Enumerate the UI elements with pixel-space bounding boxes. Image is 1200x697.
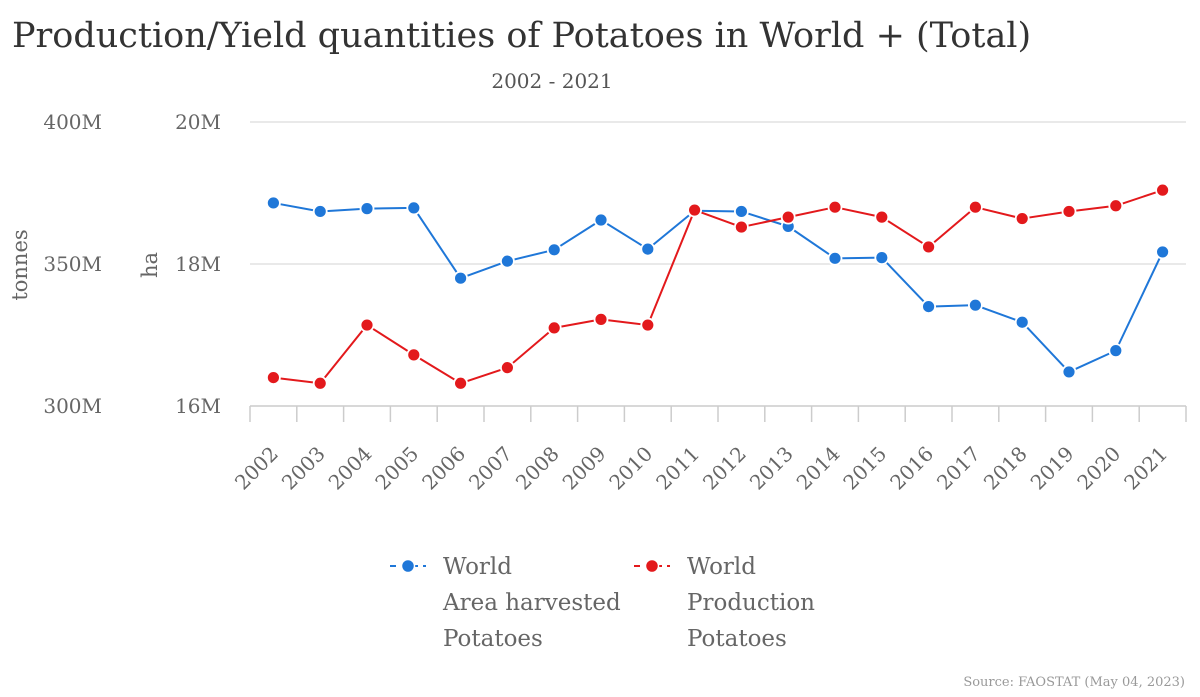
data-point[interactable] [499,253,515,269]
data-point[interactable] [687,202,702,218]
x-tick-label: 2016 [885,442,938,495]
data-point[interactable] [968,199,983,215]
series-1 [265,195,1170,380]
y-tick-label-tonnes: 300M [43,394,102,418]
data-point[interactable] [968,297,983,313]
data-point[interactable] [1014,314,1030,330]
data-point[interactable] [640,317,656,333]
data-point[interactable] [265,195,281,211]
series-line [273,189,1163,385]
legend-label: World [687,554,756,580]
data-point[interactable] [406,347,422,363]
y-axis-title-tonnes: tonnes [8,229,32,300]
data-point[interactable] [593,311,609,327]
legend-item-1[interactable]: World Area harvested Potatoes [390,554,621,652]
x-tick-label: 2002 [230,442,283,495]
data-point[interactable] [874,209,890,225]
y-tick-label-ha: 20M [175,110,221,134]
data-point[interactable] [1061,204,1077,219]
x-tick-label: 2004 [324,442,377,495]
legend: World Area harvested Potatoes World Producti… [390,554,815,652]
data-point[interactable] [499,360,515,376]
legend-label: Production [687,590,815,616]
legend-label: World [443,554,512,580]
x-tick-label: 2015 [838,442,891,495]
data-point[interactable] [1061,364,1077,380]
data-point[interactable] [1108,343,1124,359]
y-tick-label-tonnes: 350M [43,252,102,276]
y-axis-title-ha: ha [138,252,162,278]
series-2 [265,182,1170,391]
legend-marker [400,558,416,574]
gridlines [250,121,1186,407]
x-tick-label: 2020 [1072,442,1125,495]
data-point[interactable] [312,204,328,219]
data-point[interactable] [359,317,375,333]
y-axis-tonnes: 300M 350M 400M [43,110,102,418]
series [265,182,1170,391]
data-point[interactable] [359,201,375,217]
data-point[interactable] [312,375,328,391]
data-point[interactable] [827,250,843,266]
legend-marker [644,558,660,574]
x-tick-label: 2012 [698,442,751,495]
data-point[interactable] [1108,198,1124,214]
data-point[interactable] [640,241,656,257]
chart-subtitle: 2002 - 2021 [491,69,612,93]
legend-label: Potatoes [687,626,787,652]
x-tick-label: 2006 [417,442,470,495]
chart-title: Production/Yield quantities of Potatoes … [12,16,1031,56]
x-tick-label: 2021 [1119,442,1172,495]
data-point[interactable] [921,299,936,315]
data-point[interactable] [593,212,609,228]
x-tick-label: 2011 [651,442,704,495]
data-point[interactable] [874,250,890,266]
x-tick-label: 2007 [464,442,517,495]
x-tick-label: 2017 [932,442,985,495]
data-point[interactable] [406,200,422,216]
x-tick-label: 2003 [277,442,330,495]
data-point[interactable] [1014,211,1030,226]
x-tick-label: 2019 [1026,442,1079,495]
data-point[interactable] [546,242,562,258]
y-tick-label-tonnes: 400M [43,110,102,134]
data-point[interactable] [453,270,469,286]
legend-label: Potatoes [443,626,543,652]
data-point[interactable] [734,204,749,219]
legend-label: Area harvested [442,590,621,616]
x-tick-label: 2018 [979,442,1032,495]
data-point[interactable] [734,219,749,235]
data-point[interactable] [780,209,796,225]
x-tick-label: 2005 [370,442,423,495]
data-point[interactable] [1155,182,1170,198]
source-note: Source: FAOSTAT (May 04, 2023) [963,675,1185,690]
y-tick-label-ha: 18M [175,252,221,276]
data-point[interactable] [546,320,562,336]
data-point[interactable] [1155,244,1170,260]
x-axis: 2002200320042005200620072008200920102011… [230,406,1187,495]
data-point[interactable] [265,370,281,386]
legend-item-2[interactable]: World Production Potatoes [634,554,815,652]
y-tick-label-ha: 16M [175,394,221,418]
x-tick-label: 2014 [792,442,845,495]
data-point[interactable] [827,199,843,215]
x-tick-label: 2013 [745,442,798,495]
x-tick-label: 2009 [558,442,611,495]
x-tick-label: 2010 [604,442,657,495]
y-axis-ha: 16M 18M 20M [175,110,221,418]
series-line [273,201,1164,373]
data-point[interactable] [921,239,936,255]
x-tick-label: 2008 [511,442,564,495]
data-point[interactable] [453,375,469,391]
